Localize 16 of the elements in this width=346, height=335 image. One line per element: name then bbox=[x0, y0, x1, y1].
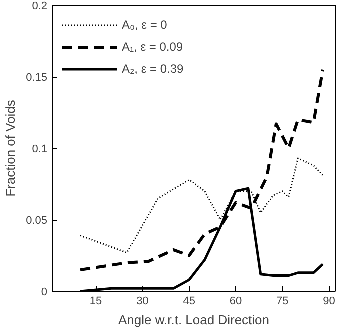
x-tick-label: 60 bbox=[230, 296, 242, 308]
x-tick-label: 45 bbox=[183, 296, 196, 308]
y-tick-label: 0.1 bbox=[32, 144, 48, 156]
y-tick-label: 0 bbox=[41, 286, 48, 298]
y-axis-title: Fraction of Voids bbox=[3, 100, 18, 197]
x-tick-label: 30 bbox=[136, 296, 149, 308]
x-tick-label: 15 bbox=[90, 296, 102, 308]
y-tick-label: 0.05 bbox=[26, 215, 48, 227]
legend-label: A₁, ε = 0.09 bbox=[122, 40, 184, 54]
y-tick-label: 0.15 bbox=[26, 72, 48, 84]
y-tick-label: 0.2 bbox=[32, 0, 48, 12]
legend-label: A₂, ε = 0.39 bbox=[122, 62, 184, 76]
x-tick-label: 75 bbox=[276, 296, 289, 308]
x-axis-title: Angle w.r.t. Load Direction bbox=[118, 312, 270, 328]
x-tick-label: 90 bbox=[323, 296, 336, 308]
legend-label: A₀, ε = 0 bbox=[122, 18, 168, 32]
